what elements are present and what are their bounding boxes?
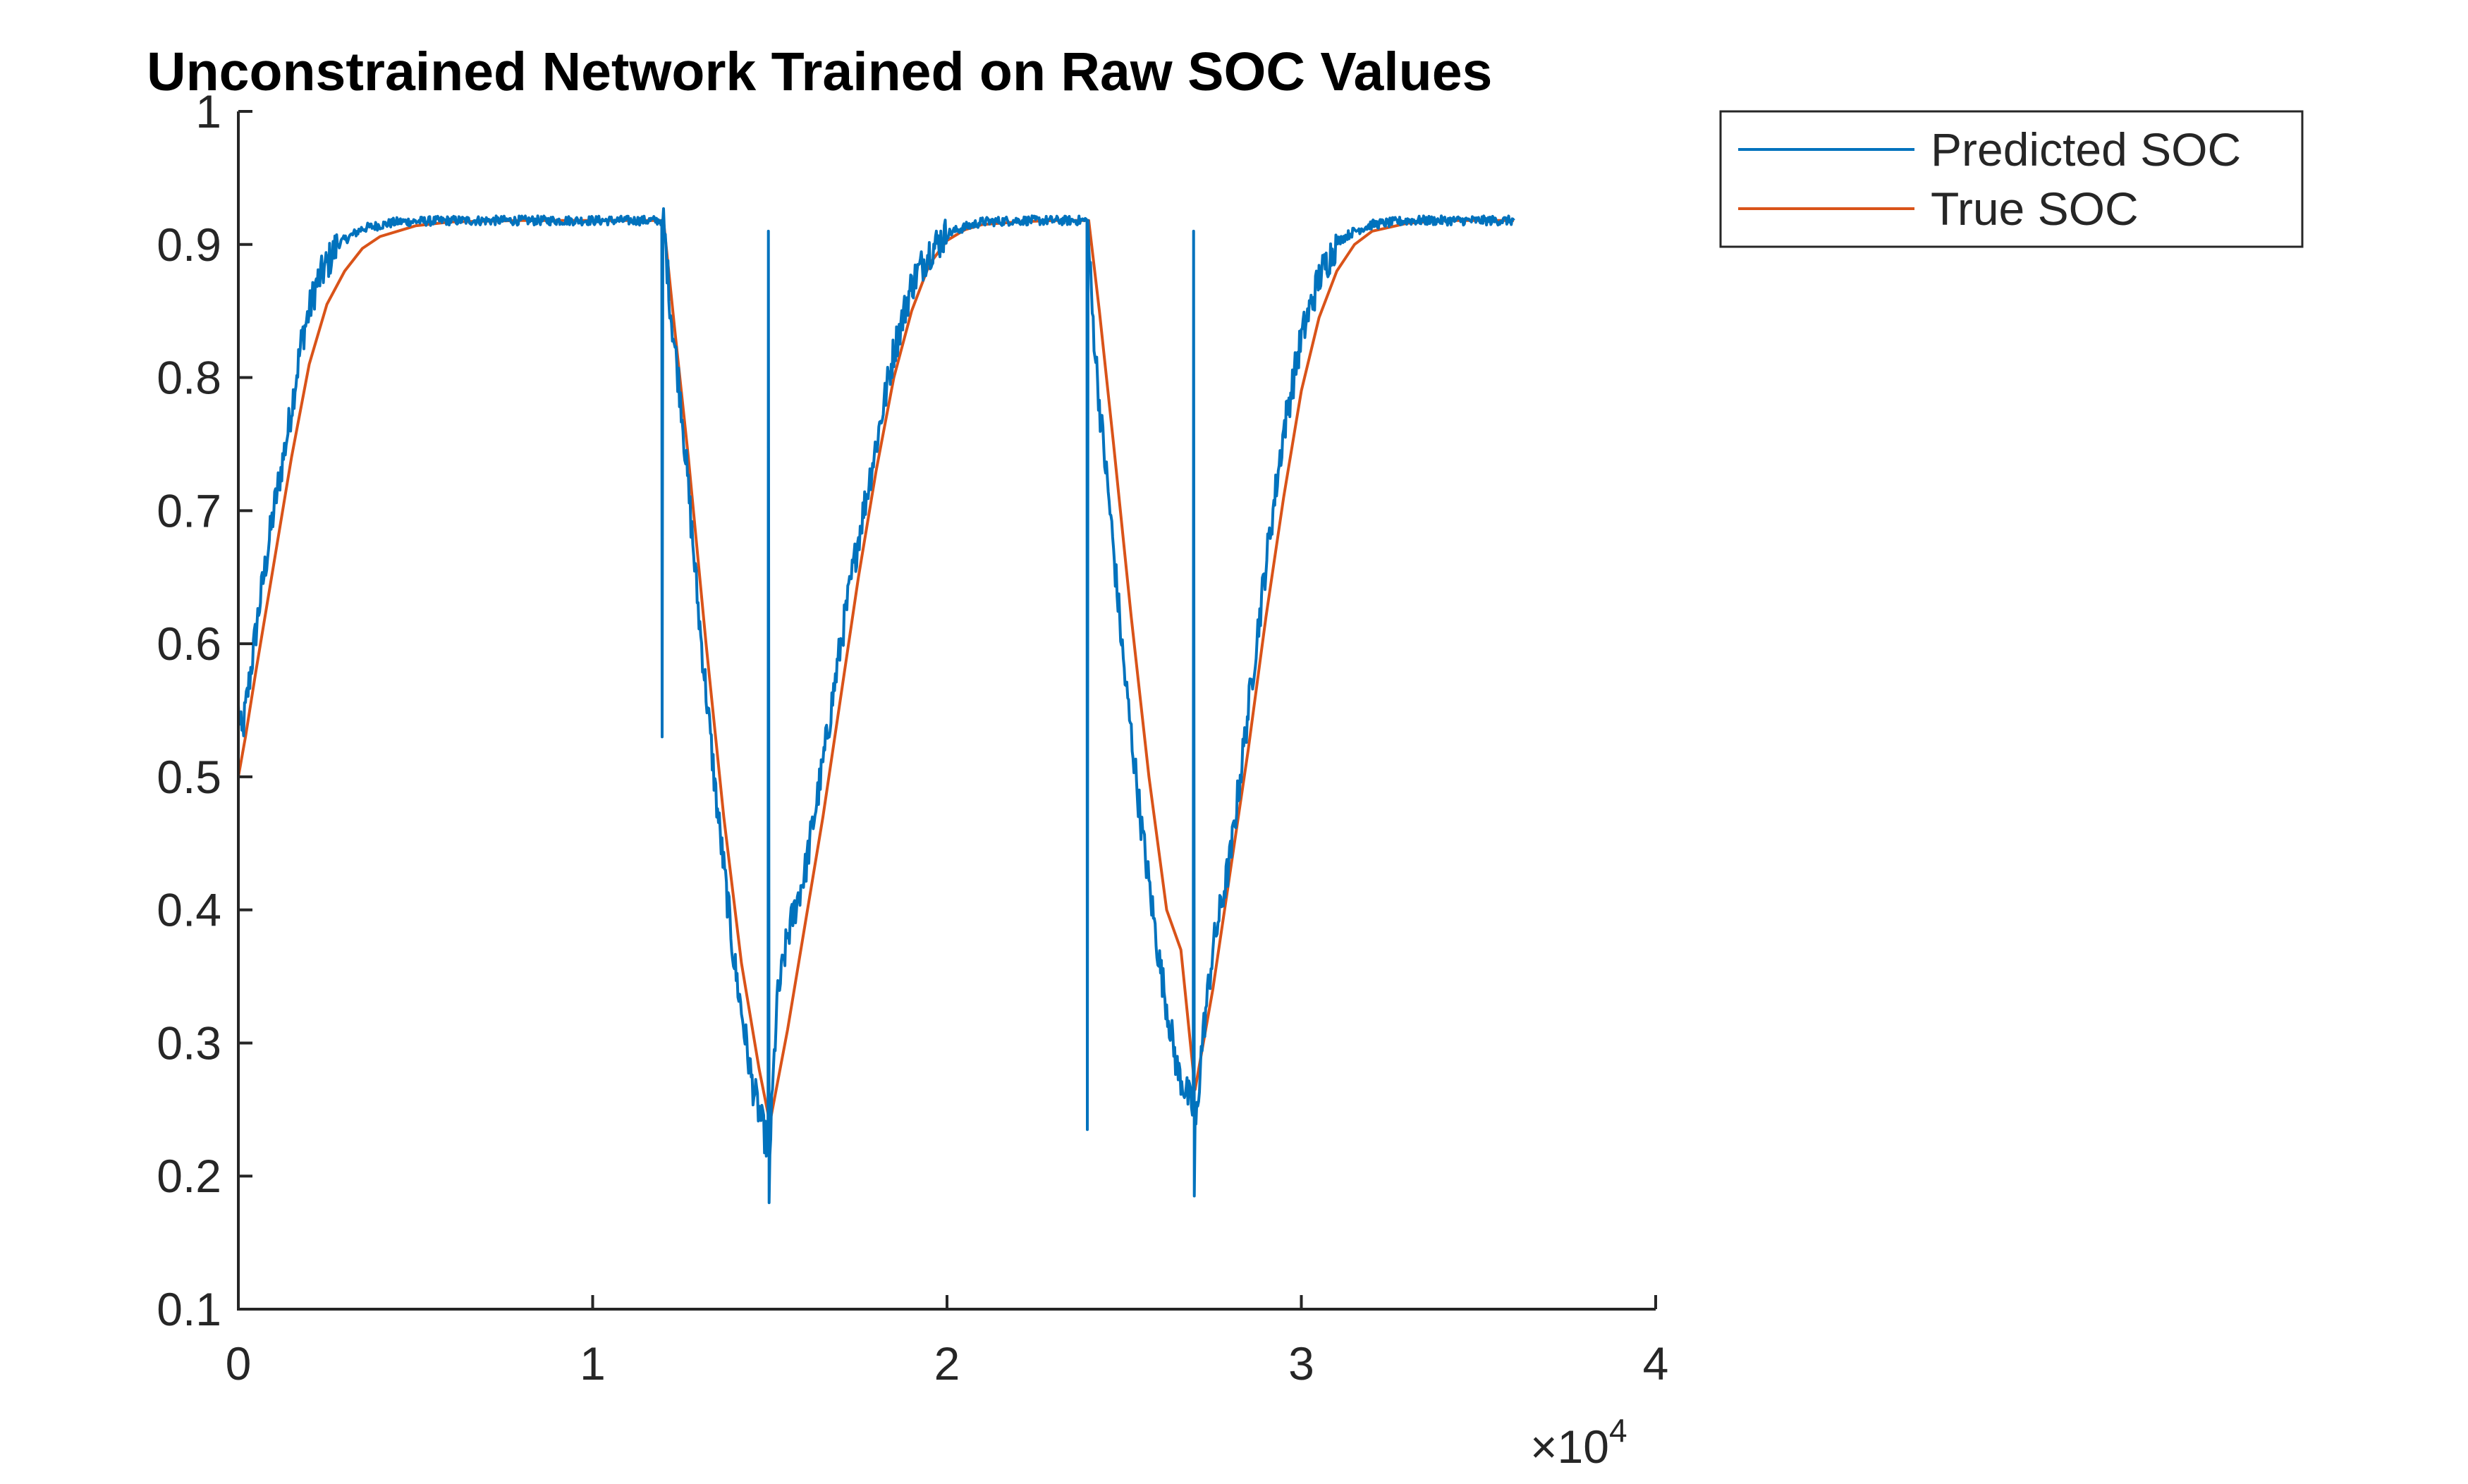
- legend: Predicted SOC True SOC: [1719, 110, 2304, 248]
- y-tick-label: 0.5: [157, 751, 221, 803]
- chart-title: Unconstrained Network Trained on Raw SOC…: [147, 42, 1492, 102]
- x-exponent-power: 4: [1609, 1412, 1627, 1449]
- y-tick-label: 0.6: [157, 618, 221, 670]
- y-tick-label: 0.7: [157, 484, 221, 536]
- y-tick-label: 0.4: [157, 884, 221, 936]
- y-tick-label: 0.8: [157, 352, 221, 404]
- y-tick-label: 0.3: [157, 1017, 221, 1069]
- plot-lines: [237, 207, 1515, 1204]
- legend-label-true-soc: True SOC: [1931, 183, 2139, 235]
- y-tick-label: 0.9: [157, 219, 221, 271]
- x-tick-label: 2: [934, 1337, 960, 1390]
- axes: [237, 111, 1656, 1311]
- legend-box: [1719, 110, 2304, 248]
- x-ticks: 0 1 2 3 4: [226, 1295, 1669, 1390]
- legend-label-predicted-soc: Predicted SOC: [1931, 123, 2241, 176]
- x-tick-label: 1: [580, 1337, 606, 1390]
- true-soc-line: [237, 219, 1514, 1124]
- x-exponent-base: ×10: [1530, 1421, 1609, 1473]
- y-tick-label: 0.2: [157, 1150, 221, 1202]
- x-tick-label: 4: [1643, 1337, 1669, 1390]
- predicted-soc-line: [237, 207, 1515, 1204]
- y-tick-label: 0.1: [157, 1283, 221, 1335]
- x-tick-label: 0: [226, 1337, 252, 1390]
- x-tick-label: 3: [1288, 1337, 1314, 1390]
- x-exponent-label: ×104: [1530, 1412, 1627, 1473]
- y-ticks: 0.1 0.2 0.3 0.4 0.5 0.6 0.7 0.8 0.9 1: [157, 85, 252, 1335]
- y-tick-label: 1: [195, 85, 221, 137]
